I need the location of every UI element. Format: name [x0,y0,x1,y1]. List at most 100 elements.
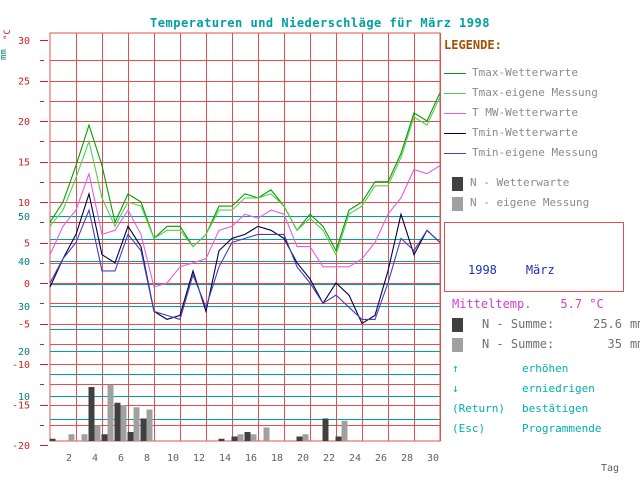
line-tmin-eigene [49,208,441,321]
x-tick-label: 12 [193,453,205,464]
precip-bar-eigene [146,409,153,441]
temp-tick-label: -15 [12,401,30,412]
chart-title: Temperaturen und Niederschläge für März … [150,16,490,30]
precip-bar-eigene [263,427,270,441]
precip-sum-unit: mm [630,317,640,331]
x-tick-label: 4 [92,453,98,464]
precip-bar-wetterwarte [231,436,238,441]
arrow-down-icon: ↓ [452,382,459,395]
precip-bar-eigene [81,434,88,441]
temp-tick-label: 10 [18,198,30,209]
key-return-label: (Return) [452,402,505,415]
precip-sum-value: 35 [607,337,622,351]
x-tick-label: 14 [219,453,231,464]
precip-sum-unit: mm [630,337,640,351]
key-desc: erniedrigen [522,382,595,395]
x-tick-label: 26 [375,453,387,464]
x-tick-label: 6 [118,453,124,464]
legend-swatch-icon [444,113,466,114]
key-desc: erhöhen [522,362,569,375]
precip-bar-wetterwarte [335,436,342,441]
precip-bar-wetterwarte [114,402,121,441]
precip-bar-eigene [94,425,101,441]
key-desc: bestätigen [522,402,589,415]
x-tick-label: 20 [297,453,309,464]
precip-swatch-icon [452,318,463,332]
precip-tick-label: 10 [18,392,30,403]
line-tmin-wetterwarte [49,191,441,325]
period-year: 1998 [468,263,497,277]
x-tick-label: 22 [323,453,335,464]
legend-heading: LEGENDE: [444,38,502,52]
precip-bar-wetterwarte [218,438,225,441]
temp-lines [49,92,441,325]
x-tick-label: 24 [349,453,361,464]
precip-bar-eigene [120,405,127,441]
plot-frame [49,32,441,442]
temp-tick-label: 30 [18,36,30,47]
precip-bar-wetterwarte [244,432,251,441]
legend-label: Tmin-Wetterwarte [472,126,578,139]
temp-tick-label: -10 [12,360,30,371]
legend-swatch-icon [452,197,463,211]
x-tick-label: 16 [245,453,257,464]
precip-tick-label: 40 [18,257,30,268]
legend-label: Tmax-Wetterwarte [472,66,578,79]
precip-tick-label: 20 [18,347,30,358]
legend-swatch-icon [444,133,466,134]
precip-bar-eigene [133,407,140,441]
mean-temp: Mitteltemp. 5.7 °C [452,297,604,311]
precip-bars [49,384,348,441]
precip-tick-label: 30 [18,302,30,313]
precip-sum-label: N - Summe: [482,337,555,351]
precip-swatch-icon [452,338,463,352]
x-tick-label: 30 [427,453,439,464]
x-tick-label: 18 [271,453,283,464]
arrow-up-icon: ↑ [452,362,459,375]
legend-swatch-icon [444,73,466,74]
precip-bar-eigene [237,434,244,441]
chart-grid [49,32,441,442]
precip-unit-label: mm [0,49,9,60]
x-tick-label: 8 [144,453,150,464]
temp-tick-label: 15 [18,158,30,169]
temp-tick-label: 25 [18,77,30,88]
line-tmax-wetterwarte [49,92,441,253]
legend-label: Tmin-eigene Messung [472,146,598,159]
temp-tick-label: 0 [24,279,30,290]
precip-bar-eigene [341,420,348,441]
temp-tick-label: -5 [18,320,30,331]
precip-bar-eigene [68,434,75,441]
legend-label: N - Wetterwarte [470,176,570,189]
line-tmax-eigene [49,96,441,257]
precip-bar-wetterwarte [322,418,329,441]
precip-bar-wetterwarte [101,434,108,441]
x-tick-label: 2 [66,453,72,464]
x-axis-label: Tag [601,463,619,474]
legend-swatch-icon [444,153,466,154]
precip-bar-wetterwarte [140,418,147,441]
legend-label: Tmax-eigene Messung [472,86,598,99]
period-label: 1998 März [468,263,555,277]
precip-bar-wetterwarte [88,387,95,441]
temp-tick-label: 5 [24,239,30,250]
key-esc-label: (Esc) [452,422,486,435]
x-tick-label: 10 [167,453,179,464]
mean-temp-label: Mitteltemp. [452,297,532,311]
precip-sum-value: 25.6 [593,317,622,331]
precip-bar-eigene [302,434,309,441]
precip-tick-label: 50 [18,212,30,223]
legend-swatch-icon [452,177,463,191]
legend-label: N - eigene Messung [470,196,590,209]
precip-bar-eigene [107,384,114,441]
precip-bar-wetterwarte [296,436,303,441]
precip-sum-label: N - Summe: [482,317,555,331]
line-tmw-wetterwarte [49,165,441,288]
temp-tick-label: 20 [18,117,30,128]
key-desc: Programmende [522,422,602,435]
precip-bar-wetterwarte [127,432,134,441]
precip-bar-eigene [250,434,257,441]
legend-swatch-icon [444,93,466,94]
